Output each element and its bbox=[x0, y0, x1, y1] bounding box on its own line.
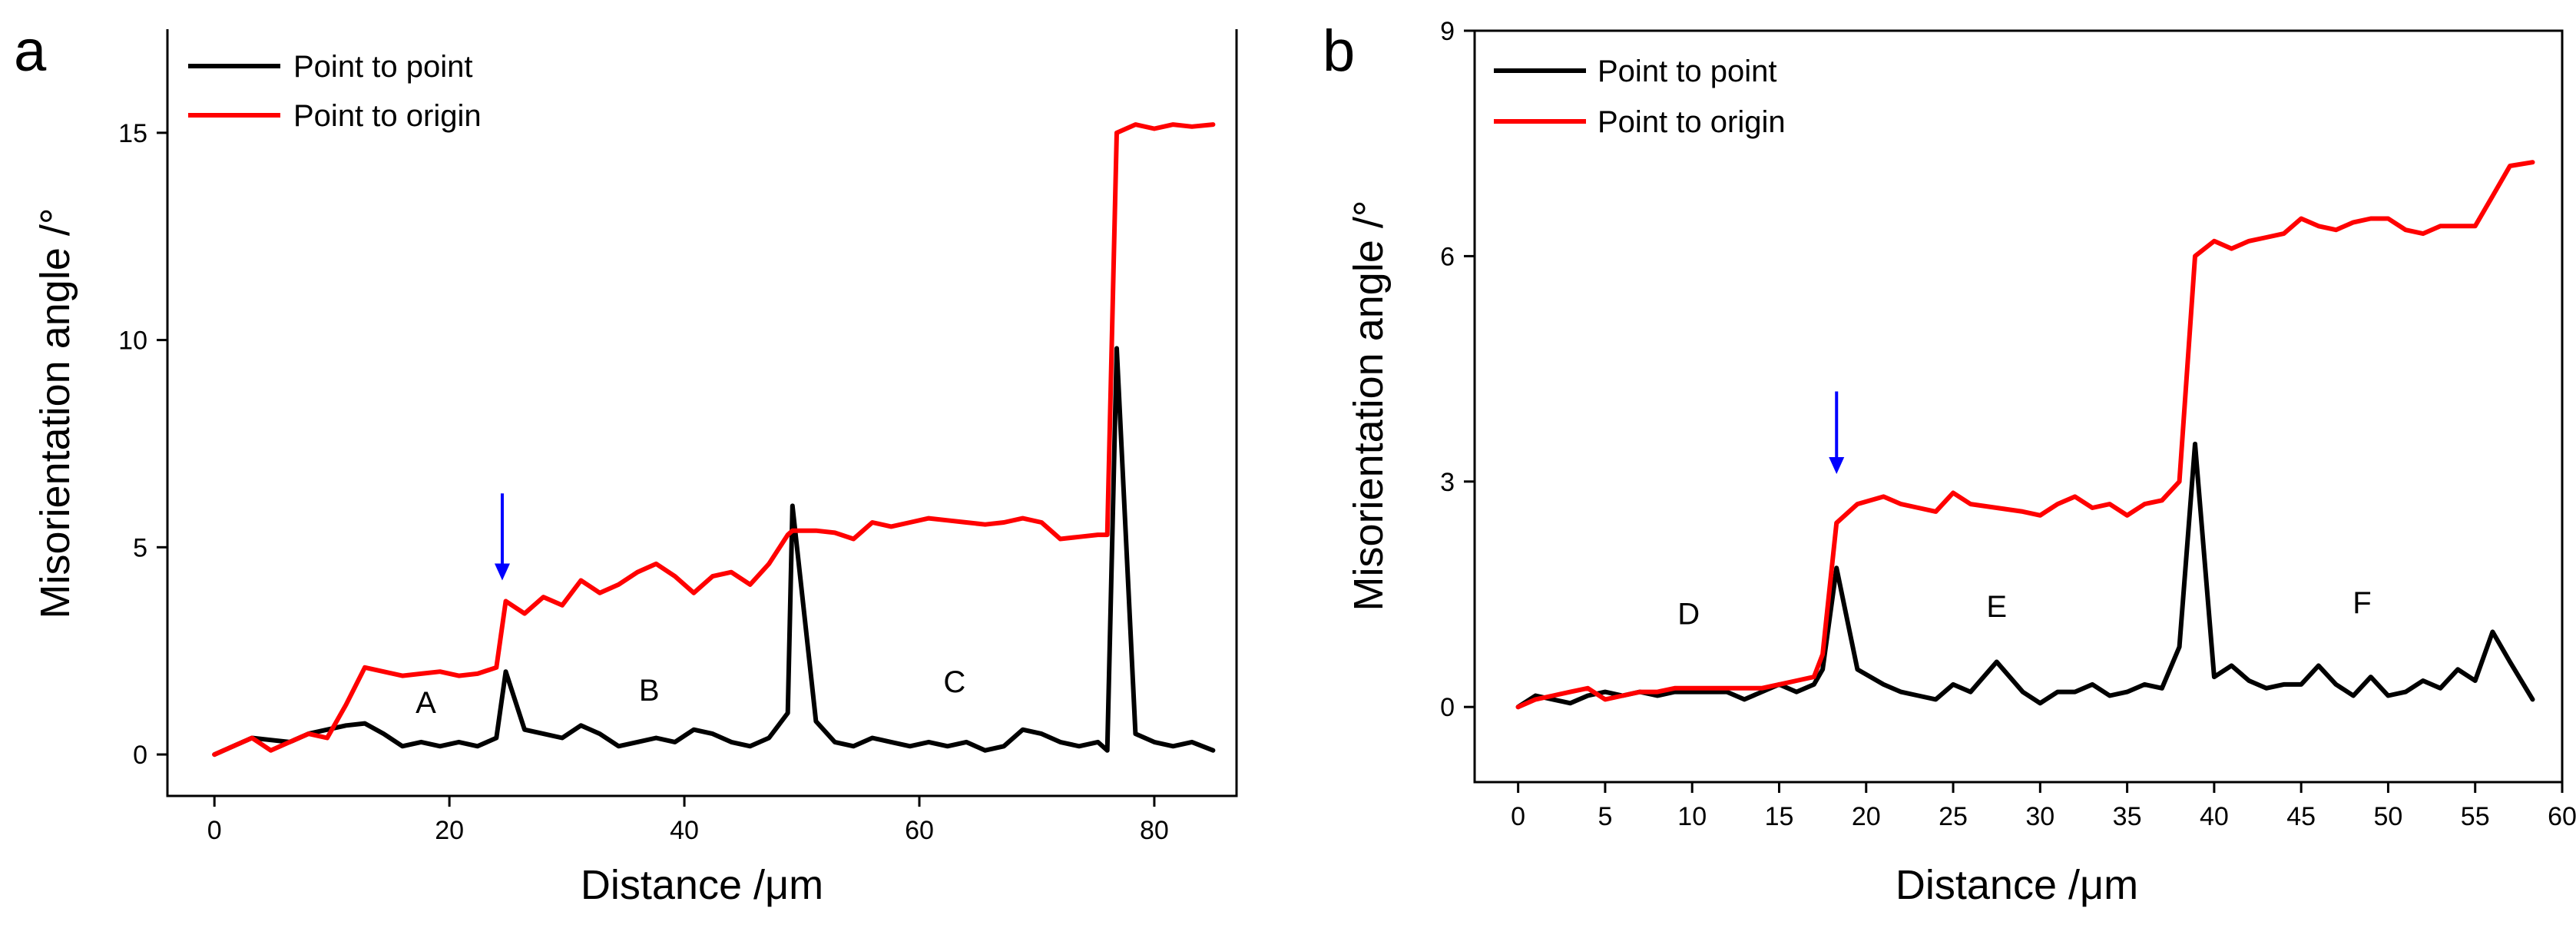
panel-a-legend-label-point-to-origin: Point to origin bbox=[293, 99, 482, 133]
panel-b-x-tick-label: 40 bbox=[2200, 802, 2229, 831]
panel-a-axes-frame bbox=[166, 29, 1238, 797]
panel-letter-a: a bbox=[14, 18, 47, 84]
panel-b-y-tick-label: 3 bbox=[1440, 468, 1455, 497]
panel-a-y-axis-title: Misorientation angle /° bbox=[32, 208, 78, 619]
panel-b-axes-frame bbox=[1473, 29, 2564, 784]
panel-b-y-ticks: 0 3 6 9 bbox=[1440, 17, 1475, 722]
panel-a-region-label-a: A bbox=[416, 686, 436, 720]
panel-b-series-point-to-origin bbox=[1515, 160, 2535, 710]
panel-a-y-ticks: 0 5 10 15 bbox=[118, 119, 167, 770]
panel-b-x-tick-label: 60 bbox=[2548, 802, 2576, 831]
panel-b-region-label-f: F bbox=[2353, 586, 2371, 620]
panel-b-x-tick-label: 10 bbox=[1677, 802, 1707, 831]
panel-a: a A B C 0 20 40 60 80 0 5 10 15 Distance /μm Miso… bbox=[14, 18, 1238, 908]
panel-b-region-label-d: D bbox=[1677, 598, 1700, 632]
panel-b-x-tick-label: 55 bbox=[2461, 802, 2490, 831]
panel-a-x-tick-label: 40 bbox=[670, 816, 699, 845]
panel-b-x-tick-label: 50 bbox=[2374, 802, 2403, 831]
panel-b-arrow-icon bbox=[1829, 391, 1845, 475]
panel-b-legend: Point to point Point to origin bbox=[1494, 55, 1786, 139]
panel-b-x-tick-label: 0 bbox=[1511, 802, 1525, 831]
panel-b-x-tick-label: 25 bbox=[1939, 802, 1968, 831]
panel-b-region-label-e: E bbox=[1986, 590, 2007, 624]
panel-b: b D E F 0 5 10 15 20 25 30 35 40 45 50 55 60 0 3 6 9 Dist… bbox=[1323, 17, 2576, 908]
panel-a-y-tick-label: 10 bbox=[118, 327, 147, 356]
panel-a-legend-label-point-to-point: Point to point bbox=[293, 50, 473, 84]
panel-b-x-tick-label: 20 bbox=[1852, 802, 1881, 831]
panel-b-x-axis-title: Distance /μm bbox=[1896, 862, 2138, 908]
panel-b-series-point-to-point bbox=[1515, 441, 2535, 710]
panel-a-x-tick-label: 0 bbox=[207, 816, 222, 845]
panel-a-region-label-b: B bbox=[639, 674, 660, 708]
panel-b-legend-label-point-to-origin: Point to origin bbox=[1598, 105, 1786, 139]
panel-a-plot-marks: A B C bbox=[212, 122, 1216, 758]
panel-b-x-tick-label: 45 bbox=[2286, 802, 2316, 831]
panel-letter-b: b bbox=[1323, 18, 1355, 84]
panel-b-legend-label-point-to-point: Point to point bbox=[1598, 55, 1777, 88]
panel-a-region-label-c: C bbox=[943, 665, 965, 699]
panel-b-x-tick-label: 15 bbox=[1765, 802, 1794, 831]
panel-b-x-tick-label: 35 bbox=[2113, 802, 2142, 831]
panel-a-y-tick-label: 0 bbox=[133, 741, 147, 770]
panel-a-y-tick-label: 15 bbox=[118, 119, 147, 148]
panel-a-arrow-icon bbox=[494, 493, 510, 581]
panel-b-y-tick-label: 6 bbox=[1440, 242, 1455, 271]
panel-b-y-axis-title: Misorientation angle /° bbox=[1346, 201, 1392, 612]
panel-a-series-point-to-origin bbox=[212, 122, 1216, 758]
panel-a-series-point-to-point bbox=[212, 346, 1216, 758]
panel-a-x-tick-label: 80 bbox=[1140, 816, 1169, 845]
panel-b-x-tick-label: 30 bbox=[2025, 802, 2055, 831]
panel-a-x-axis-title: Distance /μm bbox=[581, 862, 823, 908]
panel-b-y-tick-label: 9 bbox=[1440, 17, 1455, 46]
panel-a-y-tick-label: 5 bbox=[133, 533, 147, 562]
panel-b-x-tick-label: 5 bbox=[1598, 802, 1612, 831]
panel-a-x-ticks: 0 20 40 60 80 bbox=[207, 796, 1169, 845]
panel-b-plot-marks: D E F bbox=[1515, 160, 2535, 710]
panel-a-legend: Point to point Point to origin bbox=[188, 50, 482, 133]
panel-a-x-tick-label: 60 bbox=[905, 816, 934, 845]
panel-b-y-tick-label: 0 bbox=[1440, 693, 1455, 722]
panel-a-x-tick-label: 20 bbox=[435, 816, 464, 845]
panel-b-x-ticks: 0 5 10 15 20 25 30 35 40 45 50 55 60 bbox=[1511, 782, 2576, 831]
